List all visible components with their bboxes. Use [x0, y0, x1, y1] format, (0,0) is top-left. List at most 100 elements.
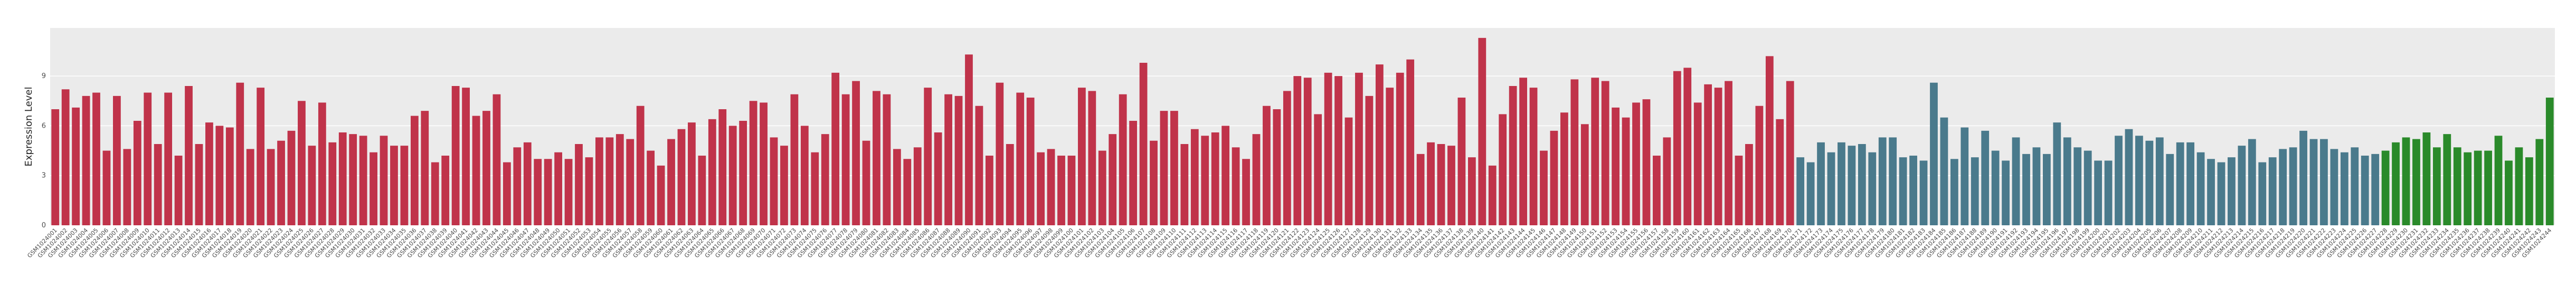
bar [1858, 144, 1866, 225]
bar [2094, 160, 2103, 225]
bar [1457, 98, 1466, 225]
bar [2474, 150, 2482, 225]
bar [1273, 109, 1281, 225]
bar [2443, 134, 2451, 225]
bar [2032, 147, 2041, 225]
bar [1478, 37, 1486, 225]
bar [277, 140, 285, 225]
bar [1180, 144, 1189, 225]
bar [1078, 88, 1086, 225]
bar [1098, 150, 1106, 225]
bar [1467, 157, 1476, 225]
bar [1416, 154, 1425, 225]
bar [1016, 92, 1025, 225]
bar [2042, 154, 2051, 225]
bar [615, 134, 624, 225]
bar [1755, 106, 1764, 225]
bar [1263, 106, 1271, 225]
bar [1622, 117, 1630, 225]
bar [1447, 146, 1455, 225]
bar [298, 101, 306, 225]
bar [996, 82, 1004, 225]
bar [1026, 98, 1035, 225]
bar [1509, 86, 1517, 225]
bar [1765, 56, 1774, 225]
bar [924, 88, 932, 225]
bar [1961, 127, 1969, 225]
bar [1170, 111, 1178, 225]
bar [800, 126, 809, 225]
bar [472, 116, 480, 225]
bar [2186, 142, 2195, 225]
bar [2053, 122, 2061, 225]
bar [2083, 150, 2092, 225]
y-tick-label: 3 [42, 172, 46, 180]
bar [544, 159, 552, 225]
bar [1293, 76, 1302, 225]
bar [2155, 137, 2164, 225]
bar [2412, 139, 2420, 225]
bar [2196, 152, 2205, 225]
bar [1806, 162, 1815, 225]
bar [2464, 152, 2472, 225]
bar [1160, 111, 1168, 225]
bar [2453, 147, 2461, 225]
bar [534, 159, 542, 225]
bar [257, 88, 265, 225]
bar [965, 54, 973, 226]
bar [1991, 150, 2000, 225]
bar [708, 119, 716, 225]
bar [1067, 156, 1076, 225]
bar [123, 149, 131, 225]
bar [605, 137, 614, 225]
bar [2207, 159, 2215, 225]
bar [2217, 162, 2225, 225]
bar [2073, 147, 2082, 225]
bar [1283, 91, 1291, 225]
bar [1827, 152, 1835, 225]
bar [225, 127, 234, 225]
bar [2525, 157, 2533, 225]
bar [205, 122, 213, 225]
bar [1878, 137, 1887, 225]
bar [1047, 149, 1055, 225]
bar [1139, 63, 1148, 225]
bar [1632, 102, 1640, 225]
bar [2238, 146, 2246, 225]
bar [338, 132, 347, 225]
bar [1889, 137, 1897, 225]
bar [1119, 94, 1127, 225]
y-tick-label: 0 [42, 222, 46, 230]
y-axis-title: Expression Level [23, 87, 34, 167]
bar [513, 147, 522, 225]
bar [493, 94, 501, 225]
bar [1406, 59, 1415, 225]
bar [944, 94, 952, 225]
bar [370, 152, 377, 225]
bar [164, 92, 173, 225]
bar [2289, 147, 2297, 225]
bar [92, 92, 100, 225]
bar [1437, 144, 1445, 225]
bar [2340, 152, 2348, 225]
bar [215, 126, 224, 225]
bar [1673, 71, 1681, 225]
bar [728, 126, 737, 225]
bar [1427, 142, 1435, 225]
bar [2515, 147, 2523, 225]
bar [400, 146, 409, 225]
bar [2115, 136, 2123, 225]
bar [1725, 81, 1732, 226]
bar [903, 159, 912, 225]
bar [2392, 142, 2400, 225]
bar [811, 152, 819, 225]
bar [195, 144, 203, 225]
bar [1580, 124, 1589, 225]
bar [564, 159, 573, 225]
bar [185, 86, 193, 225]
bar [451, 86, 460, 225]
bar [1211, 132, 1219, 225]
bar [61, 89, 70, 226]
bar [2505, 160, 2513, 225]
